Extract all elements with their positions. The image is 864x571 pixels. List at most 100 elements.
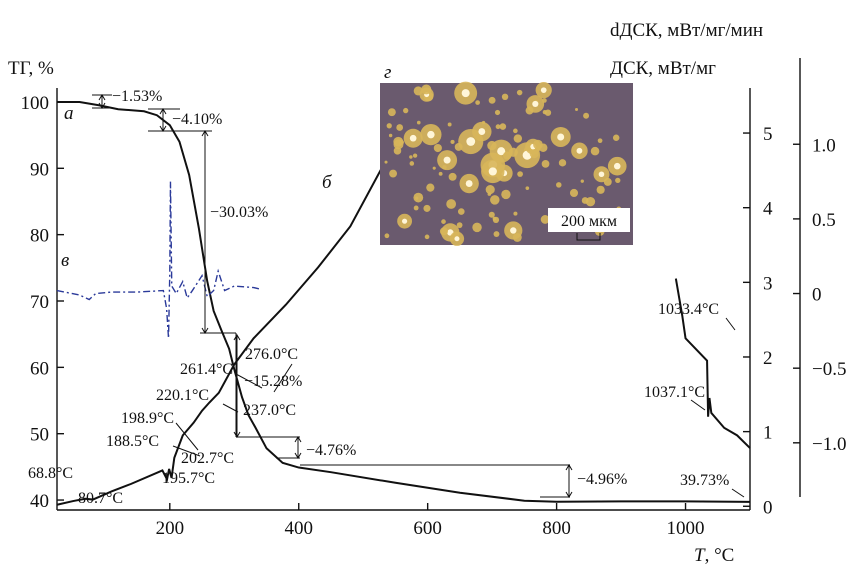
inset-particle-highlight [613, 162, 621, 170]
inset-particle [393, 136, 404, 147]
dsc-tick-label: 5 [763, 124, 773, 145]
tg-loss-label: −30.03% [210, 204, 268, 221]
scale-bar [576, 233, 601, 241]
inset-particle [533, 139, 543, 150]
inset-particle [542, 110, 547, 115]
axis-titles: ТГ, % ДСК, мВт/мг dДСК, мВт/мг/мин T, °C [8, 20, 763, 566]
inset-particle [441, 219, 446, 224]
inset-particle [413, 205, 419, 211]
annotation-layer: −1.53% −4.10% −30.03% −15.28% −4.76% −4.96% 39… [28, 88, 745, 507]
loss-3-arrow-head-bottom [201, 327, 209, 334]
dsc-series-letter: б [322, 172, 333, 193]
temp-label: 198.9°C [121, 410, 174, 427]
ddsc-tick-label: −0.5 [812, 359, 846, 380]
loss-2-arrow-head-top [159, 108, 167, 115]
dsc-tick-label: 0 [763, 497, 773, 518]
temp-label: 1033.4°C [658, 301, 719, 318]
temp-label: 80.7°C [78, 490, 123, 507]
inset-particle [388, 133, 393, 138]
dsc-tick-label: 3 [763, 273, 773, 294]
inset-particle [389, 169, 398, 178]
temp-leaders [172, 317, 736, 457]
tg-tick-label: 80 [30, 226, 49, 247]
inset-particle [596, 185, 605, 194]
temp-label: 237.0°C [243, 402, 296, 419]
inset-particle [456, 222, 463, 229]
inset-particle-highlight [488, 167, 497, 176]
scale-bar-label: 200 мкм [561, 213, 617, 230]
inset-particle-highlight [454, 236, 460, 242]
inset-particle-highlight [427, 130, 435, 139]
ddsc-tick-label: 0 [812, 285, 822, 306]
loss-1-arrow-head-top [98, 94, 106, 101]
inset-particle [487, 140, 497, 151]
residue-leader [731, 488, 745, 498]
inset-particle-highlight [465, 180, 473, 187]
inset-particle [597, 138, 603, 144]
loss-5-guides [236, 436, 300, 459]
inset-particle [494, 109, 501, 116]
inset-particle [447, 122, 452, 127]
x-axis-title: T, °C [694, 545, 734, 566]
inset-particle [412, 153, 418, 158]
temp-label: 68.8°C [28, 465, 73, 482]
inset-particle [575, 107, 579, 112]
inset-particle [438, 171, 443, 176]
inset-particle [439, 227, 448, 236]
inset-particle [525, 186, 530, 190]
inset-particle [517, 171, 523, 177]
tg-series-letter: а [64, 103, 74, 124]
inset-particle [569, 188, 579, 198]
inset-particle-highlight [402, 218, 408, 224]
tg-loss-label: −1.53% [112, 88, 162, 105]
inset-particle [384, 160, 388, 164]
temp-label: 220.1°C [156, 387, 209, 404]
inset-particle [421, 84, 432, 95]
ddsc-axis-title: dДСК, мВт/мг/мин [610, 20, 763, 41]
inset-particle [513, 128, 518, 134]
tg-tick-label: 60 [30, 358, 49, 379]
inset-particle [493, 231, 500, 238]
temp-label: 202.7°C [181, 450, 234, 467]
inset-particle-highlight [540, 87, 547, 93]
inset-particle [513, 211, 518, 216]
temp-label: 261.4°C [180, 361, 233, 378]
inset-particle [501, 93, 509, 101]
inset-particle [424, 234, 430, 240]
inset-particle [490, 195, 500, 205]
inset-particle [612, 134, 620, 141]
temp-label: 276.0°C [245, 346, 298, 363]
inset-particle [426, 183, 435, 192]
inset-particle-highlight [576, 147, 583, 154]
inset-particle [556, 182, 562, 188]
inset-particle-highlight [510, 227, 517, 234]
tg-loss-label: −4.10% [172, 111, 222, 128]
inset-particle [492, 216, 497, 221]
tg-residue-label: 39.73% [680, 472, 729, 489]
inset-particle [448, 172, 457, 181]
inset-particle-highlight [409, 134, 417, 142]
x-tick-label: 800 [542, 518, 571, 539]
loss-4-arrow-head-top [233, 334, 241, 341]
dsc-tick-label: 1 [763, 423, 773, 444]
inset-particle [387, 108, 396, 117]
inset-particle [413, 86, 423, 96]
inset-particle [432, 166, 436, 170]
loss-3-arrow-head-top [201, 130, 209, 137]
inset-particle-highlight [461, 89, 470, 98]
inset-particle [384, 233, 390, 239]
inset-particle [475, 100, 480, 105]
ddsc-tick-label: 1.0 [812, 135, 836, 156]
tg-tick-label: 100 [21, 93, 50, 114]
loss-5-arrow-head-bottom [294, 452, 302, 459]
inset-particle [501, 189, 511, 200]
tg-tick-label: 70 [30, 292, 49, 313]
ddsc-tick-label: −1.0 [812, 434, 846, 455]
inset-particle [499, 123, 507, 130]
inset-particle [536, 146, 541, 151]
inset-particle [525, 106, 534, 115]
loss-3-guides [180, 130, 236, 334]
x-tick-label: 200 [156, 518, 185, 539]
loss-1-arrow-head-bottom [98, 102, 106, 109]
loss-6-guides [300, 464, 570, 498]
